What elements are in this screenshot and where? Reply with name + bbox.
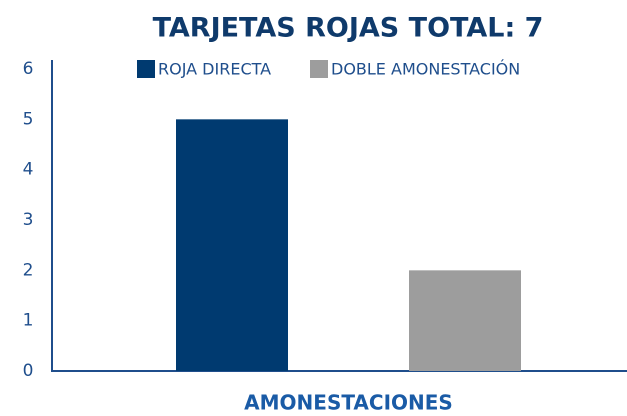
y-tick-label: 6 [23, 59, 34, 79]
y-tick-label: 2 [23, 260, 34, 280]
bar [176, 119, 288, 371]
chart-title: TARJETAS ROJAS TOTAL: 7 [153, 13, 544, 44]
y-tick-label: 1 [23, 311, 34, 331]
legend-label: DOBLE AMONESTACIÓN [331, 60, 520, 79]
legend-swatch [310, 60, 328, 78]
y-tick-label: 3 [23, 210, 34, 230]
x-axis-label: AMONESTACIONES [244, 391, 453, 415]
bar [409, 270, 521, 371]
legend-label: ROJA DIRECTA [158, 60, 271, 79]
y-tick-label: 0 [23, 361, 34, 381]
y-tick-label: 5 [23, 109, 34, 129]
y-tick-label: 4 [23, 160, 34, 180]
legend-swatch [137, 60, 155, 78]
